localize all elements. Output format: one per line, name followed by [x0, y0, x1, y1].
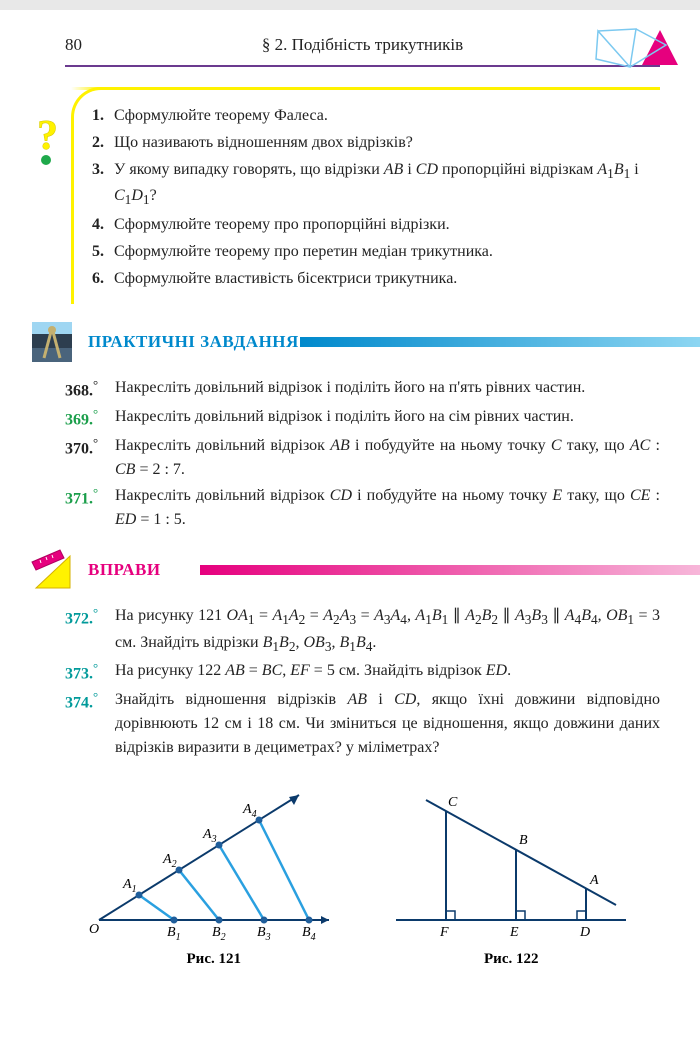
- question-item: 6.Сформулюйте властивість бісектриси три…: [92, 267, 652, 292]
- task-text: Накресліть довільний відрізок AB і побуд…: [115, 434, 660, 482]
- question-number: 2.: [92, 131, 114, 156]
- svg-text:A3: A3: [202, 827, 217, 845]
- questions-box: 1.Сформулюйте теорему Фалеса.2.Що назива…: [71, 87, 660, 304]
- svg-text:A: A: [589, 873, 599, 888]
- task-text: Накресліть довільний відрізок CD і побуд…: [115, 484, 660, 532]
- svg-text:B2: B2: [212, 925, 226, 940]
- page-header: 80 § 2. Подібність трикутників: [65, 35, 660, 55]
- practical-tasks: 368.°Накресліть довільний відрізок і под…: [65, 376, 660, 533]
- task-item: 373.°На рисунку 122 AB = BC, EF = 5 см. …: [65, 659, 660, 686]
- compass-icon: [30, 320, 74, 364]
- svg-text:B3: B3: [257, 925, 271, 940]
- exercise-tasks: 372.°На рисунку 121 OA1 = A1A2 = A2A3 = …: [65, 604, 660, 760]
- svg-text:E: E: [509, 925, 519, 940]
- task-number: 372.°: [65, 604, 115, 656]
- task-item: 374.°Знайдіть відношення відрізків AB і …: [65, 688, 660, 760]
- question-number: 6.: [92, 267, 114, 292]
- question-mark-icon: ?: [35, 115, 71, 170]
- task-number: 371.°: [65, 484, 115, 532]
- question-number: 5.: [92, 240, 114, 265]
- question-text: Сформулюйте теорему про пропорційні відр…: [114, 213, 652, 238]
- section-practical-header: ПРАКТИЧНІ ЗАВДАННЯ: [30, 322, 660, 362]
- question-number: 4.: [92, 213, 114, 238]
- question-text: Сформулюйте теорему Фалеса.: [114, 104, 652, 129]
- task-number: 373.°: [65, 659, 115, 686]
- svg-text:B4: B4: [302, 925, 316, 940]
- svg-text:?: ?: [37, 115, 58, 159]
- question-number: 1.: [92, 104, 114, 129]
- practical-title: ПРАКТИЧНІ ЗАВДАННЯ: [88, 332, 299, 352]
- task-text: На рисунку 122 AB = BC, EF = 5 см. Знайд…: [115, 659, 660, 686]
- svg-text:B: B: [519, 833, 528, 848]
- figures-row: O: [65, 780, 660, 968]
- task-number: 374.°: [65, 688, 115, 760]
- task-item: 370.°Накресліть довільний відрізок AB і …: [65, 434, 660, 482]
- question-item: 2.Що називають відношенням двох відрізкі…: [92, 131, 652, 156]
- fig122-label: Рис. 122: [386, 951, 636, 968]
- task-item: 368.°Накресліть довільний відрізок і под…: [65, 376, 660, 403]
- task-text: Знайдіть відношення відрізків AB і CD, я…: [115, 688, 660, 760]
- question-text: У якому випадку говорять, що відрізки AB…: [114, 158, 652, 212]
- task-item: 369.°Накресліть довільний відрізок і под…: [65, 405, 660, 432]
- svg-text:O: O: [89, 922, 99, 937]
- question-number: 3.: [92, 158, 114, 212]
- ruler-triangle-icon: [30, 548, 74, 592]
- chapter-title: § 2. Подібність трикутників: [262, 35, 463, 55]
- task-item: 371.°Накресліть довільний відрізок CD і …: [65, 484, 660, 532]
- task-number: 369.°: [65, 405, 115, 432]
- task-text: Накресліть довільний відрізок і поділіть…: [115, 376, 660, 403]
- svg-text:A4: A4: [242, 802, 257, 820]
- svg-text:D: D: [579, 925, 590, 940]
- task-number: 368.°: [65, 376, 115, 403]
- svg-text:C: C: [448, 795, 458, 810]
- questions-list: 1.Сформулюйте теорему Фалеса.2.Що назива…: [92, 104, 652, 292]
- fig121-label: Рис. 121: [89, 951, 339, 968]
- exercises-title: ВПРАВИ: [88, 560, 161, 580]
- question-text: Сформулюйте теорему про перетин медіан т…: [114, 240, 652, 265]
- page-number: 80: [65, 35, 82, 55]
- question-text: Що називають відношенням двох відрізків?: [114, 131, 652, 156]
- svg-text:F: F: [439, 925, 449, 940]
- header-rule: [65, 65, 660, 67]
- section-exercises-header: ВПРАВИ: [30, 550, 660, 590]
- task-text: Накресліть довільний відрізок і поділіть…: [115, 405, 660, 432]
- task-item: 372.°На рисунку 121 OA1 = A1A2 = A2A3 = …: [65, 604, 660, 656]
- practical-bar: [300, 337, 700, 347]
- question-item: 1.Сформулюйте теорему Фалеса.: [92, 104, 652, 129]
- textbook-page: 80 § 2. Подібність трикутників ? 1.Сформ…: [0, 0, 700, 1056]
- question-item: 3.У якому випадку говорять, що відрізки …: [92, 158, 652, 212]
- figure-122: C B A F E D Рис. 122: [386, 780, 636, 968]
- question-item: 5.Сформулюйте теорему про перетин медіан…: [92, 240, 652, 265]
- figure-121: O: [89, 780, 339, 968]
- task-text: На рисунку 121 OA1 = A1A2 = A2A3 = A3A4,…: [115, 604, 660, 656]
- svg-text:A2: A2: [162, 852, 177, 870]
- svg-text:A1: A1: [122, 877, 137, 895]
- question-item: 4.Сформулюйте теорему про пропорційні ві…: [92, 213, 652, 238]
- exercises-bar: [200, 565, 700, 575]
- task-number: 370.°: [65, 434, 115, 482]
- svg-text:B1: B1: [167, 925, 181, 940]
- question-text: Сформулюйте властивість бісектриси трику…: [114, 267, 652, 292]
